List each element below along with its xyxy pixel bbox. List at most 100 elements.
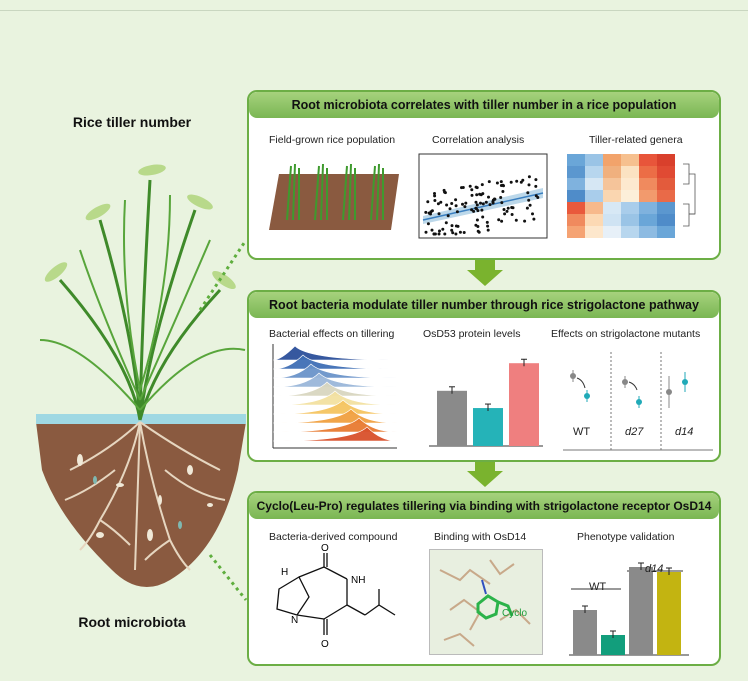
scatter-point — [454, 232, 458, 236]
ridge-curve — [272, 345, 398, 361]
heatmap-cell — [567, 226, 585, 238]
scatter-point — [424, 210, 428, 214]
scatter-point — [433, 194, 437, 198]
scatter-point — [437, 232, 441, 236]
scatter-point — [523, 219, 527, 223]
scatter-point — [493, 197, 496, 201]
scatter-point — [527, 183, 531, 187]
heatmap-cell — [603, 190, 621, 202]
scatter-point — [433, 199, 437, 202]
docking-image: Cyclo — [429, 549, 543, 655]
heatmap-cell — [639, 202, 657, 214]
ridge-curve — [272, 381, 398, 397]
scatter-point — [506, 206, 510, 210]
scatter-point — [534, 184, 538, 188]
scatter-point — [464, 201, 468, 205]
field-plants — [286, 163, 384, 221]
heatmap-cell — [585, 166, 603, 178]
scatter-point — [477, 230, 481, 234]
heatmap-cell — [657, 166, 675, 178]
scatter-point — [505, 209, 509, 213]
bar-4 — [657, 572, 681, 655]
scatter-point — [509, 180, 513, 184]
heatmap-cell — [585, 226, 603, 238]
heatmap-cell — [621, 226, 639, 238]
tiller-genera-label: Tiller-related genera — [589, 134, 683, 146]
heatmap-cell — [621, 190, 639, 202]
scatter-points — [424, 175, 540, 236]
scatter-point — [451, 231, 455, 235]
ridge-curve — [272, 408, 398, 424]
heatmap-cell — [585, 214, 603, 226]
scatter-point — [454, 198, 458, 202]
scatter-point — [527, 198, 531, 202]
scatter-point — [474, 206, 478, 210]
scatter-point — [534, 178, 538, 182]
root-system — [64, 421, 226, 571]
scatter-point — [525, 206, 529, 210]
scatter-point — [461, 202, 464, 206]
scatter-point — [491, 201, 495, 205]
heatmap-cell — [621, 154, 639, 166]
heatmap-cell — [657, 214, 675, 226]
rice-leaves — [39, 194, 246, 411]
scatter-point — [442, 188, 446, 192]
heatmap-cell — [639, 166, 657, 178]
ridge-curve — [272, 399, 398, 415]
binding-label: Binding with OsD14 — [434, 531, 527, 543]
ridge-curve — [272, 426, 398, 442]
top-divider — [0, 10, 748, 11]
heatmap-cell — [639, 154, 657, 166]
scatter-point — [439, 200, 443, 204]
heatmap-cell — [567, 202, 585, 214]
scatter-point — [475, 218, 479, 222]
scatter-point — [437, 212, 441, 216]
mutant-label-d14: d14 — [675, 426, 694, 438]
phenotype-bar-chart — [569, 562, 689, 656]
compound-label: Bacteria-derived compound — [269, 531, 398, 543]
cyclo-label: Cyclo — [502, 608, 528, 619]
scatter-point — [481, 215, 485, 219]
scatter-point — [514, 218, 518, 222]
scatter-point — [476, 225, 480, 228]
scatter-point — [444, 221, 448, 225]
scatter-point — [441, 227, 445, 231]
scatter-point — [475, 193, 479, 197]
bar-3 — [509, 363, 539, 446]
scatter-point — [446, 214, 450, 218]
bar-1 — [437, 390, 467, 446]
heatmap-cell — [567, 178, 585, 190]
heatmap-cell — [603, 178, 621, 190]
heatmap-cell — [567, 166, 585, 178]
scatter-point — [481, 202, 485, 206]
scatter-point — [501, 190, 505, 193]
down-arrow-1 — [467, 258, 503, 286]
heatmap-dendrogram — [683, 163, 696, 227]
heatmap-cell — [657, 154, 675, 166]
scatter-point — [532, 217, 536, 221]
scatter-point — [502, 184, 505, 188]
scatter-point — [450, 202, 454, 205]
rice-tiller-number-label: Rice tiller number — [72, 114, 192, 130]
scatter-point — [461, 186, 465, 189]
scatter-point — [470, 193, 474, 197]
scatter-point — [479, 201, 482, 205]
heatmap-cell — [585, 178, 603, 190]
scatter-point — [475, 203, 479, 207]
ridge-curve — [272, 363, 398, 379]
heatmap-cell — [657, 202, 675, 214]
scatter-point — [486, 224, 490, 228]
scatter-point — [472, 209, 476, 213]
scatter-point — [438, 229, 441, 233]
scatter-point — [448, 207, 452, 211]
heatmap-cell — [585, 202, 603, 214]
bacterial-effects-label: Bacterial effects on tillering — [269, 328, 395, 340]
scatter-point — [499, 196, 503, 199]
heatmap-cell — [567, 214, 585, 226]
scatter-point — [424, 230, 428, 234]
heatmap-cell — [585, 154, 603, 166]
heatmap-cell — [621, 166, 639, 178]
scatter-point — [502, 208, 506, 211]
heatmap-cell — [621, 214, 639, 226]
